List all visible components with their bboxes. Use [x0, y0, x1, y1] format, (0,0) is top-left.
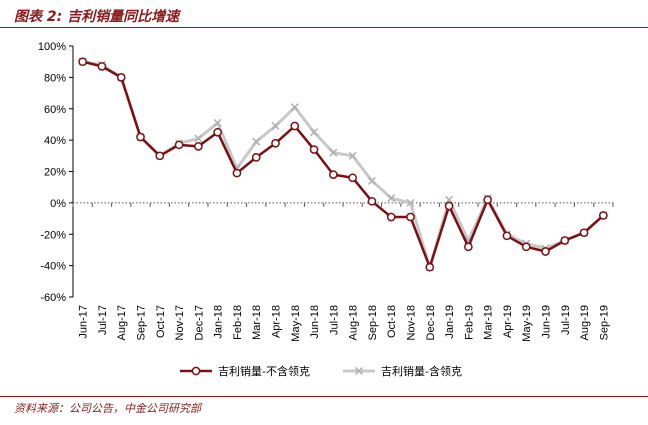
data-point — [579, 228, 589, 238]
legend-marker — [191, 366, 201, 376]
series-1 — [78, 57, 608, 272]
data-point — [136, 132, 145, 142]
x-tick-label: Feb-18 — [232, 305, 244, 340]
data-point — [213, 118, 222, 127]
data-point — [194, 142, 203, 151]
data-point — [290, 103, 299, 112]
y-tick-label: 40% — [44, 135, 66, 147]
y-tick-label: 60% — [44, 104, 66, 116]
data-point — [290, 121, 300, 131]
data-point — [425, 262, 435, 272]
data-point — [310, 128, 319, 137]
x-tick-label: Jan-19 — [444, 305, 456, 339]
series-line — [82, 60, 605, 269]
line-chart: 100% 80% 60% 40% 20% 0% -20% -40% -60% Jun-17 Jul… — [38, 41, 614, 378]
series-line — [82, 60, 605, 269]
legend-marker — [354, 366, 364, 376]
x-tick-label: Dec-17 — [193, 305, 205, 340]
y-tick-label: -60% — [40, 292, 66, 304]
title-rule — [0, 27, 648, 28]
x-tick-label: Aug-18 — [348, 305, 360, 340]
data-point — [329, 170, 338, 179]
data-point — [386, 212, 396, 222]
x-tick-label: Sep-17 — [136, 305, 148, 340]
data-point — [541, 247, 550, 256]
data-point — [155, 151, 165, 161]
y-tick-label: 0% — [50, 198, 66, 210]
x-tick-label: May-18 — [290, 305, 302, 342]
x-tick-label: Sep-18 — [367, 305, 379, 340]
x-tick-label: Apr-19 — [502, 305, 514, 338]
y-tick-label: 100% — [38, 41, 66, 53]
x-tick-label: Sep-19 — [598, 305, 610, 340]
x-tick-label: Jan-18 — [213, 305, 225, 339]
data-point — [367, 196, 377, 206]
data-point — [213, 127, 222, 137]
data-point — [97, 62, 107, 71]
x-tick-label: Jun-19 — [541, 305, 553, 339]
data-point — [271, 138, 280, 148]
x-tick-label: Jun-17 — [78, 305, 90, 339]
data-point — [521, 242, 531, 252]
data-point — [348, 151, 357, 160]
x-tick-label: Aug-19 — [579, 305, 591, 340]
y-tick-label: -40% — [40, 261, 66, 273]
data-point — [387, 194, 396, 203]
x-tick-label: Apr-18 — [271, 305, 283, 338]
series-2 — [78, 57, 608, 272]
data-point — [174, 140, 184, 150]
data-point — [445, 195, 454, 204]
data-point — [232, 168, 242, 178]
legend-label: 吉利销量-含领克 — [381, 364, 462, 378]
x-tick-label: Aug-17 — [116, 305, 128, 340]
legend-item-1: 吉利销量-不含领克 — [180, 364, 310, 378]
series-layer — [78, 57, 608, 272]
data-point — [252, 137, 261, 146]
x-tick-label: Mar-19 — [483, 305, 495, 340]
data-point — [116, 73, 126, 82]
data-point — [251, 153, 261, 162]
data-point — [329, 148, 338, 157]
data-point — [444, 201, 454, 211]
data-point — [560, 236, 570, 245]
legend-item-2: 吉利销量-含领克 — [343, 364, 462, 378]
figure-source: 资料来源：公司公告，中金公司研究部 — [14, 402, 201, 415]
x-tick-label: Jul-18 — [328, 305, 340, 335]
y-axis: 100% 80% 60% 40% 20% 0% -20% -40% -60% — [38, 41, 74, 304]
data-point — [194, 134, 203, 143]
x-tick-label: May-19 — [521, 305, 533, 342]
data-point — [309, 145, 319, 154]
y-tick-label: 20% — [44, 167, 66, 179]
data-point — [367, 176, 376, 185]
legend: 吉利销量-不含领克 吉利销量-含领克 — [180, 364, 462, 378]
x-tick-label: Oct-17 — [155, 305, 167, 338]
figure-title: 图表 2: 吉利销量同比增速 — [14, 9, 180, 25]
data-point — [599, 211, 608, 220]
x-axis: Jun-17 Jul-17 Aug-17 Sep-17 Oct-17 Nov-17 Dec-… — [72, 202, 614, 342]
x-tick-label: Nov-18 — [406, 305, 418, 340]
x-tick-label: Nov-17 — [174, 305, 186, 340]
x-tick-label: Jun-18 — [309, 305, 321, 339]
data-point — [406, 212, 415, 222]
data-point — [271, 121, 280, 131]
x-tick-label: Oct-18 — [386, 305, 398, 338]
x-tick-label: Dec-18 — [425, 305, 437, 340]
x-tick-label: Jul-19 — [560, 305, 572, 335]
data-point — [483, 195, 492, 205]
x-tick-label: Mar-18 — [251, 305, 263, 340]
y-tick-label: 80% — [44, 72, 66, 84]
data-point — [348, 173, 357, 183]
data-point — [464, 242, 473, 252]
legend-label: 吉利销量-不含领克 — [218, 364, 310, 378]
x-tick-label: Feb-19 — [463, 305, 475, 340]
source-rule — [0, 396, 648, 397]
data-point — [406, 198, 415, 207]
y-tick-label: -20% — [40, 229, 66, 241]
data-point — [78, 57, 87, 67]
data-point — [502, 231, 512, 241]
x-tick-label: Jul-17 — [97, 305, 109, 335]
